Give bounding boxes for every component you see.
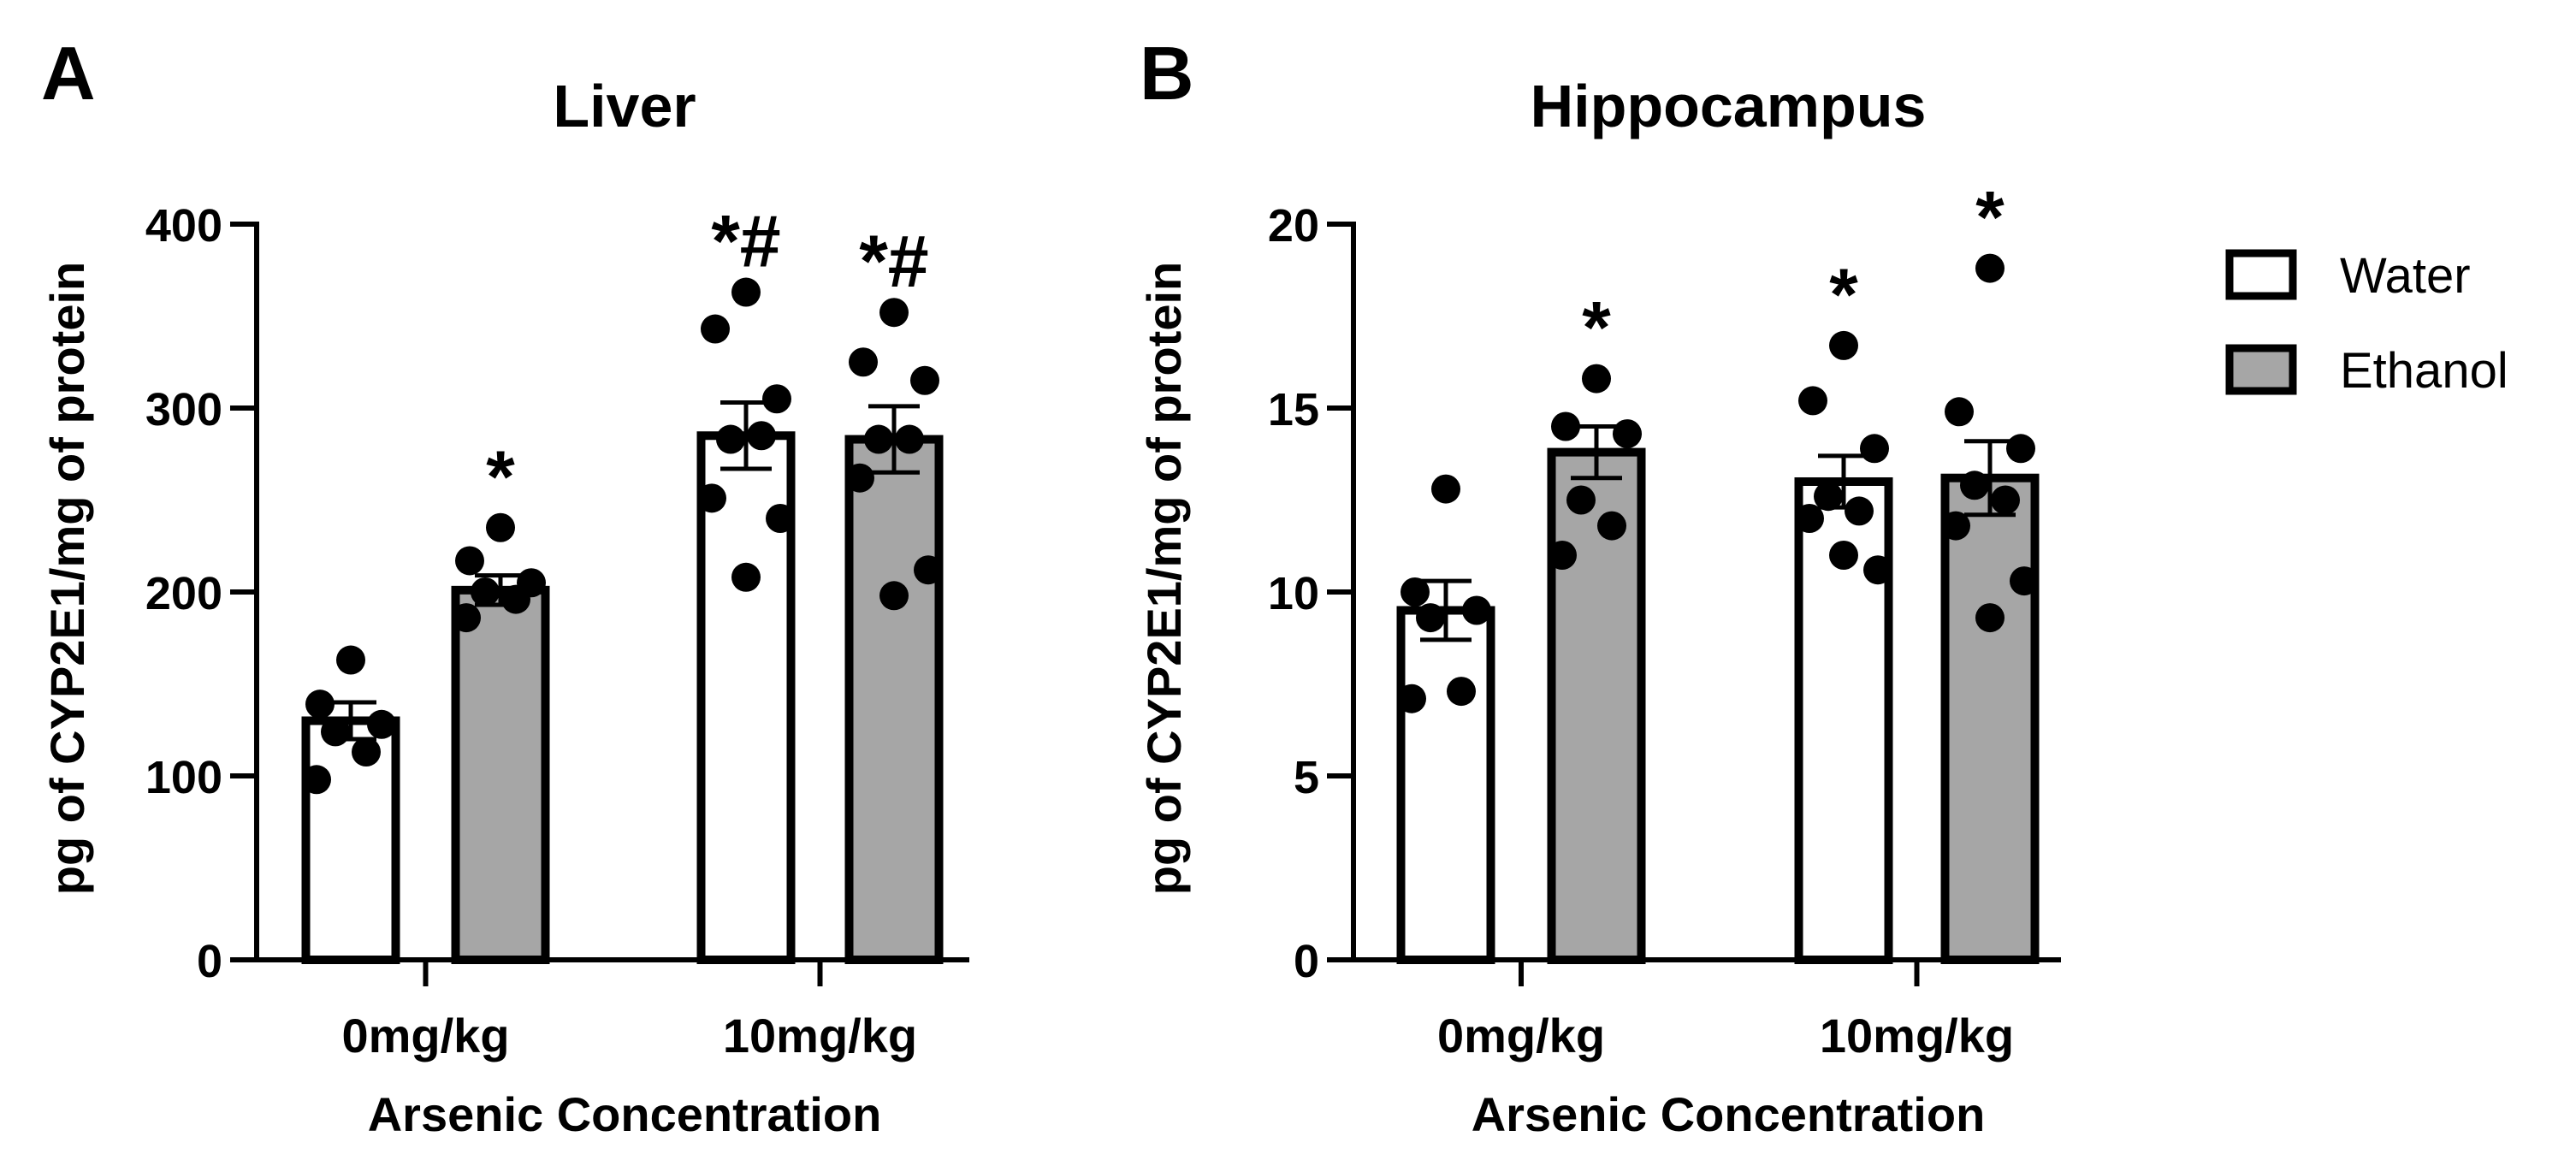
- data-point: [1991, 485, 2020, 515]
- data-point: [1613, 419, 1642, 449]
- data-point: [914, 555, 943, 585]
- data-point: [1431, 474, 1460, 504]
- data-point: [501, 584, 530, 614]
- data-point: [731, 277, 761, 307]
- y-tick-label: 10: [1268, 568, 1319, 619]
- y-tick-label: 0: [1294, 936, 1319, 987]
- y-tick-label: 20: [1268, 200, 1319, 252]
- panel-a-ylabel: pg of CYP2E1/mg of protein: [40, 262, 94, 895]
- panel-b-letter: B: [1140, 31, 1194, 115]
- significance-marker: *#: [711, 201, 780, 283]
- hippocampus-chart: 0 5 10 15 20 0mg/kg 10mg/kg * * *: [1268, 177, 2061, 1062]
- data-point: [1397, 684, 1426, 713]
- significance-marker: *: [1975, 177, 2005, 259]
- data-point: [1863, 555, 1892, 585]
- data-point: [486, 512, 515, 542]
- bar-water: [1396, 606, 1495, 964]
- data-point: [1829, 541, 1858, 570]
- data-point: [352, 737, 381, 767]
- data-point: [879, 581, 909, 611]
- x-tick-label: 10mg/kg: [723, 1009, 917, 1062]
- significance-marker: *: [1829, 254, 1858, 336]
- data-point: [1462, 595, 1491, 625]
- bar-water: [301, 716, 400, 964]
- data-point: [864, 424, 893, 454]
- legend-label-ethanol: Ethanol: [2340, 343, 2508, 399]
- data-point: [701, 314, 730, 344]
- data-point: [1975, 253, 2005, 283]
- panel-b-title: Hippocampus: [1531, 73, 1927, 139]
- data-point: [762, 384, 791, 414]
- bar-ethanol: [1547, 447, 1646, 964]
- panel-a-letter: A: [41, 31, 96, 115]
- data-point: [1795, 504, 1824, 533]
- data-point: [1551, 411, 1580, 441]
- data-point: [1860, 434, 1889, 464]
- data-point: [1582, 364, 1611, 394]
- data-point: [1960, 471, 1989, 500]
- data-point: [2010, 566, 2039, 596]
- data-point: [455, 546, 484, 576]
- y-tick-label: 0: [197, 936, 222, 987]
- significance-marker: *: [486, 436, 515, 518]
- data-point: [731, 562, 761, 592]
- data-point: [766, 504, 795, 533]
- data-point: [321, 717, 350, 747]
- data-point: [1941, 511, 1970, 541]
- data-point: [1597, 511, 1626, 541]
- y-tick-label: 400: [145, 200, 222, 252]
- panel-b-ylabel: pg of CYP2E1/mg of protein: [1137, 262, 1191, 895]
- significance-marker: *#: [859, 221, 928, 303]
- data-point: [1945, 397, 1974, 427]
- data-point: [1447, 677, 1476, 707]
- panel-a-title: Liver: [553, 73, 696, 139]
- data-point: [452, 603, 481, 633]
- data-point: [302, 765, 331, 795]
- data-point: [2006, 434, 2035, 464]
- x-tick-label: 0mg/kg: [1437, 1009, 1605, 1062]
- data-point: [1548, 541, 1577, 570]
- panel-b-xlabel: Arsenic Concentration: [1472, 1087, 1986, 1141]
- x-tick-label: 10mg/kg: [1820, 1009, 2014, 1062]
- panel-a-xlabel: Arsenic Concentration: [368, 1087, 882, 1141]
- data-point: [1814, 482, 1843, 512]
- liver-chart: 0 100 200 300 400 0mg/kg 10mg/kg *# * *#: [145, 200, 969, 1062]
- legend-swatch-water: [2225, 249, 2297, 300]
- data-point: [1798, 386, 1827, 416]
- data-point: [697, 483, 726, 513]
- bar-ethanol: [844, 435, 944, 964]
- data-point: [1416, 603, 1445, 633]
- y-tick-label: 15: [1268, 384, 1319, 435]
- data-point: [367, 709, 396, 739]
- data-point: [336, 645, 365, 675]
- bar-ethanol: [451, 585, 550, 964]
- legend: Water Ethanol: [2225, 248, 2508, 399]
- y-tick-label: 300: [145, 384, 222, 435]
- x-tick-label: 0mg/kg: [341, 1009, 509, 1062]
- significance-marker: *: [1582, 287, 1611, 370]
- data-point: [910, 365, 939, 395]
- data-point: [1829, 330, 1858, 360]
- y-tick-label: 200: [145, 568, 222, 619]
- bar-ethanol: [1940, 473, 2040, 964]
- data-point: [895, 424, 924, 454]
- data-point: [471, 577, 500, 607]
- data-point: [845, 463, 874, 493]
- legend-label-water: Water: [2340, 248, 2471, 304]
- data-point: [1975, 603, 2005, 633]
- data-point: [716, 424, 745, 454]
- y-tick-label: 5: [1294, 752, 1319, 803]
- data-point: [849, 347, 878, 377]
- data-point: [879, 298, 909, 328]
- legend-swatch-ethanol: [2225, 344, 2297, 395]
- data-point: [747, 421, 776, 451]
- data-point: [305, 690, 335, 719]
- data-point: [1845, 496, 1874, 526]
- y-tick-label: 100: [145, 752, 222, 803]
- data-point: [1566, 485, 1596, 515]
- data-point: [1401, 577, 1430, 607]
